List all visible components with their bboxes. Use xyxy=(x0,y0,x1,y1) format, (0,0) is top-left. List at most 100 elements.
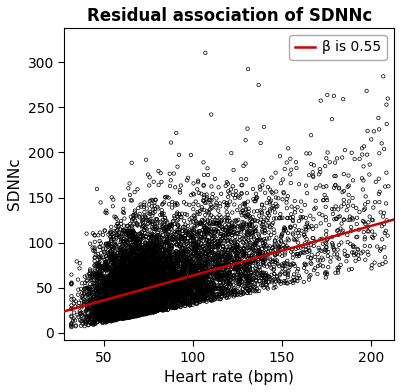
Point xyxy=(263,278,269,285)
Point xyxy=(102,266,108,272)
Point xyxy=(122,306,128,312)
Point xyxy=(184,263,190,270)
Point xyxy=(148,271,154,278)
Point xyxy=(150,303,156,309)
Point xyxy=(258,209,265,215)
Point xyxy=(116,289,123,295)
Point xyxy=(148,293,155,299)
Point xyxy=(113,299,120,305)
Point xyxy=(99,273,105,279)
Point xyxy=(136,281,143,287)
Point xyxy=(164,268,170,274)
Point xyxy=(167,304,174,310)
Point xyxy=(125,298,132,304)
Point xyxy=(125,268,131,274)
Point xyxy=(134,304,140,310)
Point xyxy=(154,299,160,305)
Point xyxy=(144,303,150,309)
Point xyxy=(192,277,199,283)
Point xyxy=(103,281,110,287)
Point xyxy=(178,292,184,298)
Point xyxy=(304,190,310,196)
Point xyxy=(167,282,174,289)
Point xyxy=(138,297,144,303)
Point xyxy=(105,275,111,281)
Point xyxy=(139,305,146,312)
Point xyxy=(210,256,217,263)
Point xyxy=(276,215,283,221)
Point xyxy=(89,300,95,306)
Point xyxy=(117,303,124,310)
Point xyxy=(234,241,240,248)
Point xyxy=(137,285,143,291)
Point xyxy=(190,289,197,295)
Point xyxy=(120,284,127,290)
Point xyxy=(154,274,160,280)
Point xyxy=(126,294,132,301)
Point xyxy=(111,292,118,299)
Point xyxy=(100,276,106,283)
Point xyxy=(237,277,244,283)
Point xyxy=(255,82,262,88)
Point xyxy=(227,280,233,287)
Point xyxy=(153,299,160,305)
Point xyxy=(118,291,124,297)
Point xyxy=(97,268,103,274)
Point xyxy=(163,297,170,303)
Point xyxy=(158,296,164,303)
Point xyxy=(141,287,147,293)
Point xyxy=(91,254,98,261)
Point xyxy=(138,289,144,296)
Point xyxy=(129,285,136,291)
Point xyxy=(132,286,138,292)
Point xyxy=(167,222,173,228)
Point xyxy=(186,287,192,294)
Point xyxy=(89,316,95,322)
Point xyxy=(136,279,142,286)
Point xyxy=(127,237,134,243)
Point xyxy=(168,300,175,307)
Point xyxy=(196,256,203,262)
Point xyxy=(213,273,219,279)
Point xyxy=(166,288,173,294)
Point xyxy=(294,268,300,274)
Point xyxy=(104,266,111,272)
Point xyxy=(120,289,127,295)
Point xyxy=(137,284,144,290)
Point xyxy=(181,253,188,260)
Point xyxy=(136,293,142,299)
Point xyxy=(128,311,134,318)
Point xyxy=(105,307,112,313)
Point xyxy=(108,311,114,317)
Point xyxy=(232,279,239,286)
Point xyxy=(208,212,215,219)
Point xyxy=(96,294,102,300)
Point xyxy=(124,300,130,307)
Point xyxy=(158,170,164,176)
Point xyxy=(101,278,108,284)
Point xyxy=(145,265,152,271)
Point xyxy=(134,249,141,255)
Point xyxy=(131,261,138,267)
Point xyxy=(223,294,230,301)
Point xyxy=(216,283,223,289)
Point xyxy=(95,289,101,295)
Point xyxy=(117,304,124,310)
Point xyxy=(134,290,141,296)
Point xyxy=(156,305,162,311)
Point xyxy=(141,296,148,302)
Point xyxy=(135,296,142,303)
Point xyxy=(131,297,138,303)
Point xyxy=(130,301,137,307)
Point xyxy=(230,276,236,282)
Point xyxy=(131,267,138,273)
Point xyxy=(277,153,283,160)
Point xyxy=(122,302,128,308)
Point xyxy=(100,300,107,307)
Point xyxy=(132,275,138,281)
Point xyxy=(135,260,142,266)
Point xyxy=(122,278,129,285)
Point xyxy=(193,244,199,250)
Point xyxy=(383,228,389,234)
Point xyxy=(161,290,167,296)
